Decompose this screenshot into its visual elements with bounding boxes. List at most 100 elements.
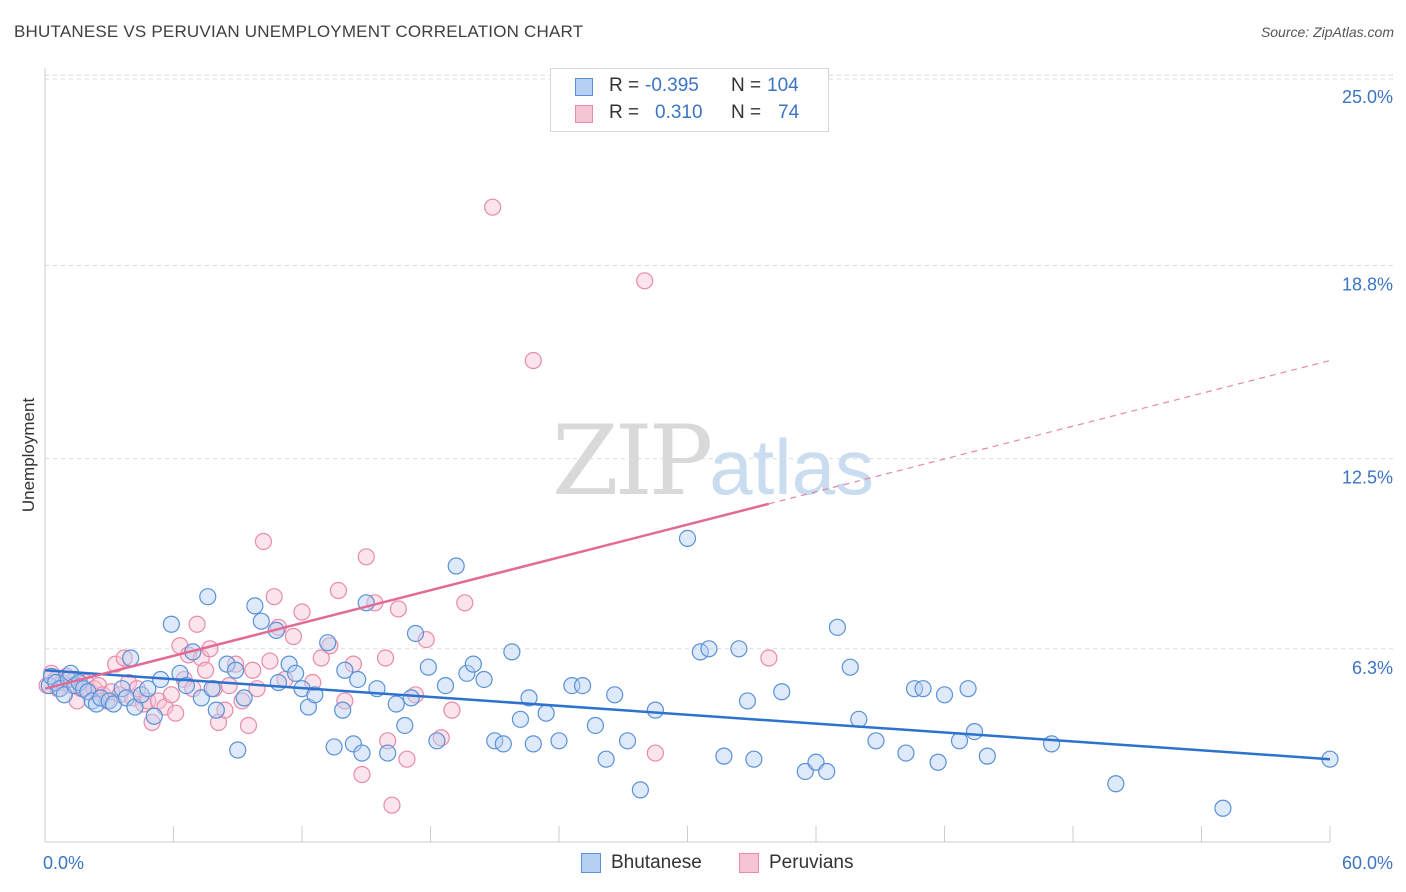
peruvians-point bbox=[389, 600, 407, 618]
peruvians-point bbox=[760, 649, 778, 667]
bhutanese-point bbox=[678, 529, 697, 548]
legend-r-label: R = bbox=[609, 102, 640, 123]
bhutanese-point bbox=[177, 676, 195, 695]
bhutanese-point bbox=[715, 747, 733, 765]
bhutanese-swatch bbox=[581, 853, 601, 873]
bhutanese-point bbox=[950, 732, 969, 750]
peruvians-point bbox=[261, 652, 279, 670]
bhutanese-point bbox=[524, 735, 542, 753]
peruvians-point bbox=[398, 750, 416, 768]
bhutanese-point bbox=[965, 722, 984, 741]
peruvians-point bbox=[244, 661, 262, 679]
bhutanese-label: Bhutanese bbox=[611, 852, 702, 873]
bhutanese-point bbox=[520, 689, 538, 707]
bhutanese-point bbox=[319, 634, 337, 652]
y-tick-label: 12.5% bbox=[1342, 468, 1393, 488]
peruvians-point bbox=[376, 649, 395, 667]
peruvians-point bbox=[329, 581, 348, 600]
bhutanese-point bbox=[402, 689, 420, 707]
peruvians-point bbox=[417, 630, 435, 649]
bhutanese-point bbox=[458, 664, 476, 682]
bhutanese-point bbox=[334, 701, 352, 719]
legend-item-bhutanese: Bhutanese bbox=[581, 852, 721, 876]
bhutanese-point bbox=[419, 658, 437, 676]
bhutanese-point bbox=[606, 686, 624, 704]
y-tick-label: 6.3% bbox=[1352, 658, 1393, 678]
peruvians-point bbox=[254, 532, 273, 551]
axis-labels: 6.3% 12.5% 18.8% 25.0% 0.0% 60.0% Unemployment bbox=[19, 87, 1393, 873]
bhutanese-point bbox=[336, 661, 354, 679]
bhutanese-point bbox=[218, 655, 236, 673]
bhutanese-point bbox=[269, 673, 288, 692]
bhutanese-point bbox=[325, 738, 343, 756]
peruvians-point bbox=[524, 351, 542, 370]
peruvians-point bbox=[646, 744, 664, 762]
bhutanese-point bbox=[511, 710, 530, 728]
bhutanese-point bbox=[550, 732, 568, 750]
bhutanese-point bbox=[229, 741, 247, 759]
legend-r-value: 0.310 bbox=[655, 102, 703, 123]
peruvians-trend-extension bbox=[768, 359, 1331, 505]
bhutanese-point bbox=[1042, 735, 1061, 753]
legend-r-value: -0.395 bbox=[645, 75, 699, 96]
bhutanese-point bbox=[344, 735, 362, 753]
bhutanese-point bbox=[349, 670, 367, 689]
peruvians-point bbox=[312, 649, 330, 667]
peruvians-points bbox=[38, 198, 778, 814]
legend-swatch-pink bbox=[575, 105, 593, 123]
bhutanese-point bbox=[503, 643, 521, 661]
x-tick-label-max: 60.0% bbox=[1342, 853, 1393, 873]
x-tick-label-min: 0.0% bbox=[43, 853, 84, 873]
y-tick-label: 18.8% bbox=[1342, 274, 1393, 294]
watermark-atlas: atlas bbox=[709, 423, 874, 511]
bhutanese-point bbox=[867, 732, 885, 750]
bhutanese-point bbox=[145, 707, 163, 725]
peruvians-point bbox=[284, 627, 303, 646]
bhutanese-point bbox=[646, 701, 664, 719]
bhutanese-point bbox=[631, 781, 649, 799]
legend-item-peruvians: Peruvians bbox=[739, 852, 879, 876]
bhutanese-point bbox=[227, 661, 245, 679]
peruvians-point bbox=[321, 637, 339, 655]
bhutanese-point bbox=[818, 762, 836, 781]
bhutanese-point bbox=[353, 744, 371, 762]
bhutanese-point bbox=[828, 618, 847, 636]
legend-n-label: N = bbox=[731, 102, 762, 123]
legend-swatch-blue bbox=[575, 78, 593, 96]
peruvians-point bbox=[484, 198, 502, 216]
bhutanese-point bbox=[929, 753, 947, 771]
watermark: ZIPatlas bbox=[552, 405, 874, 517]
peruvians-point bbox=[353, 765, 371, 784]
legend-n-value: 74 bbox=[778, 102, 800, 123]
bhutanese-point bbox=[850, 710, 868, 728]
bhutanese-point bbox=[475, 670, 493, 689]
peruvians-point bbox=[357, 548, 375, 566]
bhutanese-point bbox=[387, 695, 405, 713]
bhutanese-point bbox=[935, 686, 954, 704]
trend-lines bbox=[44, 359, 1331, 761]
bhutanese-point bbox=[113, 680, 131, 698]
chart-title: BHUTANESE VS PERUVIAN UNEMPLOYMENT CORRE… bbox=[14, 22, 584, 41]
bhutanese-point bbox=[447, 557, 465, 575]
bhutanese-point bbox=[745, 750, 763, 768]
bhutanese-point bbox=[978, 747, 996, 765]
bhutanese-point bbox=[494, 735, 512, 753]
grid-lines bbox=[45, 74, 1393, 650]
legend-n-label: N = bbox=[731, 75, 762, 96]
bhutanese-point bbox=[1214, 799, 1232, 817]
peruvians-point bbox=[107, 655, 125, 673]
peruvians-label: Peruvians bbox=[769, 852, 854, 873]
peruvians-point bbox=[115, 649, 133, 667]
legend-n-value: 104 bbox=[767, 75, 799, 96]
y-tick-label: 25.0% bbox=[1342, 87, 1393, 107]
source-label: Source: ZipAtlas.com bbox=[1260, 24, 1394, 40]
bhutanese-point bbox=[235, 689, 253, 707]
bhutanese-point bbox=[618, 732, 637, 750]
peruvians-point bbox=[379, 732, 397, 750]
bhutanese-point bbox=[897, 744, 915, 762]
bhutanese-point bbox=[207, 701, 225, 719]
y-axis-label: Unemployment bbox=[19, 398, 38, 513]
bhutanese-point bbox=[139, 680, 157, 698]
bhutanese-point bbox=[773, 683, 791, 701]
bhutanese-point bbox=[199, 588, 217, 606]
